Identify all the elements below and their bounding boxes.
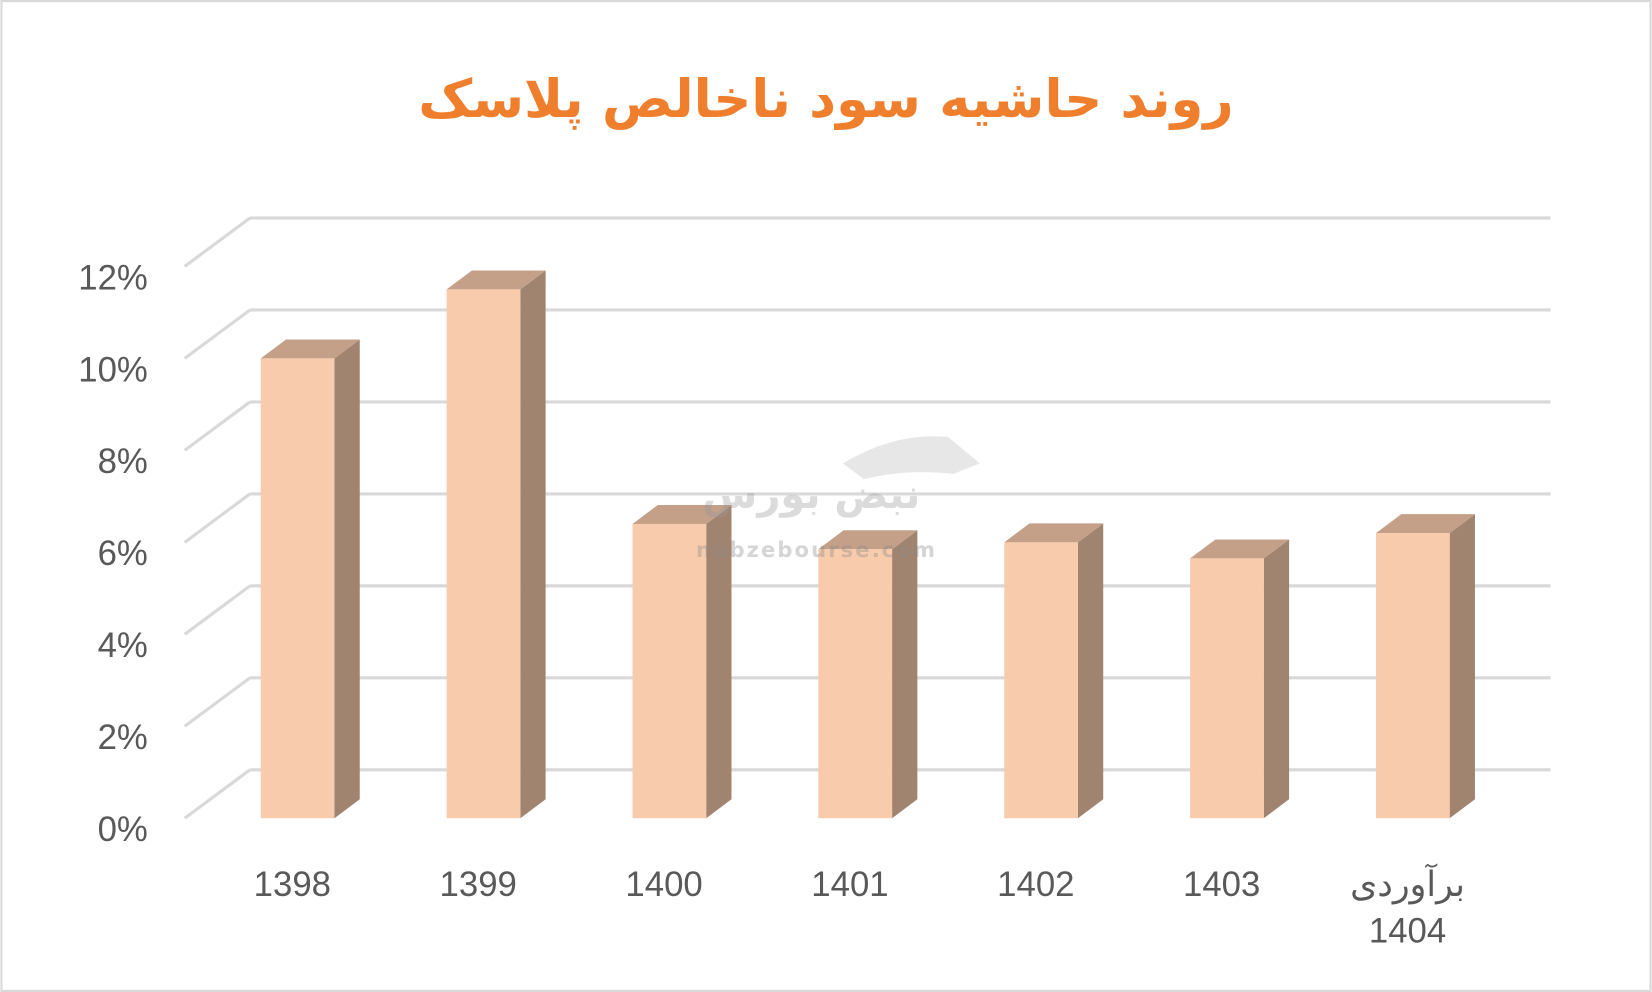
bar-side bbox=[1449, 514, 1475, 819]
bar-side bbox=[1263, 539, 1290, 819]
chart-title: روند حاشیه سود ناخالص پلاسک bbox=[418, 69, 1233, 130]
y-tick-label: 6% bbox=[98, 535, 148, 573]
x-tick-box: 1402 bbox=[997, 864, 1075, 904]
grid-diagonal bbox=[183, 216, 251, 268]
bar bbox=[1190, 539, 1290, 819]
x-tick-label: 1403 bbox=[1183, 864, 1261, 904]
bar-side bbox=[706, 504, 732, 819]
bar-front bbox=[260, 358, 335, 819]
grid-diagonal bbox=[183, 308, 251, 360]
bar-top bbox=[818, 530, 918, 550]
bar-top bbox=[632, 504, 732, 524]
bar-front bbox=[446, 289, 521, 819]
y-tick-label: 4% bbox=[98, 627, 148, 665]
x-tick-box: برآوردی 1404 bbox=[1350, 864, 1465, 950]
x-tick-box: 1399 bbox=[439, 864, 517, 904]
grid-diagonal bbox=[183, 492, 251, 544]
x-tick-label: 1402 bbox=[997, 864, 1075, 904]
bar-side bbox=[1077, 523, 1104, 819]
watermark-text: نبض بورس bbox=[702, 472, 920, 518]
grid-diagonal bbox=[183, 400, 251, 452]
x-tick-box: 1403 bbox=[1183, 864, 1261, 904]
bar bbox=[1004, 523, 1104, 819]
x-tick-box: 1401 bbox=[811, 864, 889, 904]
watermark: نبض بورس nabzebourse.com bbox=[696, 436, 980, 562]
bar-front bbox=[1004, 542, 1078, 819]
y-tick-label: 2% bbox=[98, 719, 148, 757]
watermark-logo bbox=[842, 436, 980, 480]
y-tick-label: 0% bbox=[98, 811, 148, 849]
grid-diagonal bbox=[183, 768, 251, 820]
x-tick-label: برآوردی 1404 bbox=[1350, 864, 1465, 950]
x-tick-box: 1400 bbox=[625, 864, 703, 904]
grid-diagonal bbox=[183, 584, 251, 636]
bar-top bbox=[1004, 523, 1104, 543]
y-tick-label: 10% bbox=[78, 351, 148, 389]
bar-top bbox=[1190, 539, 1290, 559]
y-tick-label: 12% bbox=[78, 259, 148, 297]
bar bbox=[818, 530, 918, 819]
bar-top bbox=[446, 270, 546, 290]
bar-front bbox=[1190, 558, 1264, 819]
x-tick-label: 1400 bbox=[625, 864, 703, 904]
bar bbox=[632, 504, 732, 819]
bar-front bbox=[818, 549, 893, 819]
bar bbox=[1375, 514, 1475, 819]
bar-top bbox=[260, 339, 360, 359]
bar-side bbox=[892, 530, 918, 819]
bar-top bbox=[1375, 514, 1475, 534]
x-tick-box: 1398 bbox=[253, 864, 332, 904]
bar-front bbox=[1375, 533, 1450, 819]
x-tick-label: 1399 bbox=[439, 864, 517, 904]
x-tick-label: 1398 bbox=[253, 864, 332, 904]
bar-side bbox=[334, 339, 360, 819]
grid-diagonal bbox=[183, 676, 251, 728]
watermark-url: nabzebourse.com bbox=[696, 537, 937, 562]
x-tick-label: 1401 bbox=[811, 864, 889, 904]
bar bbox=[260, 339, 360, 819]
y-tick-label: 8% bbox=[98, 443, 148, 481]
bar bbox=[446, 270, 546, 819]
bar-front bbox=[632, 523, 707, 819]
bar-side bbox=[520, 270, 546, 819]
